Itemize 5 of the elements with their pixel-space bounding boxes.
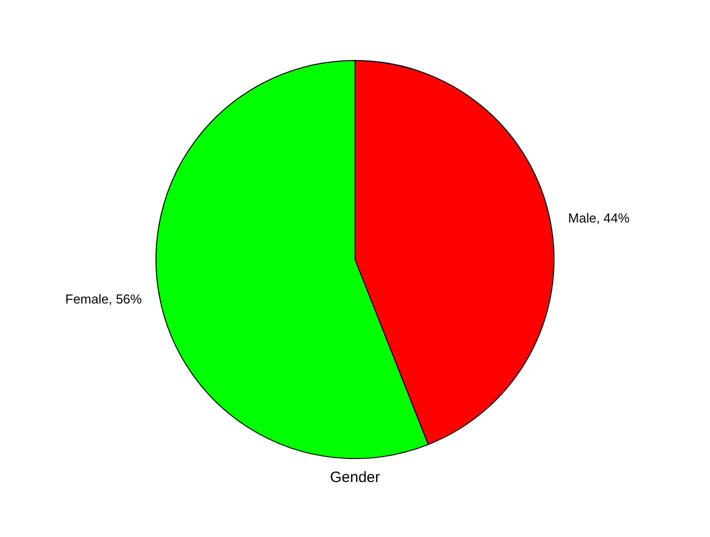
- data-label: , 56%: [108, 292, 142, 307]
- slice-label: Female: [65, 292, 109, 307]
- text: Gender: [330, 469, 380, 486]
- slice-label: Male: [568, 210, 596, 226]
- data-label: , 44%: [596, 210, 630, 226]
